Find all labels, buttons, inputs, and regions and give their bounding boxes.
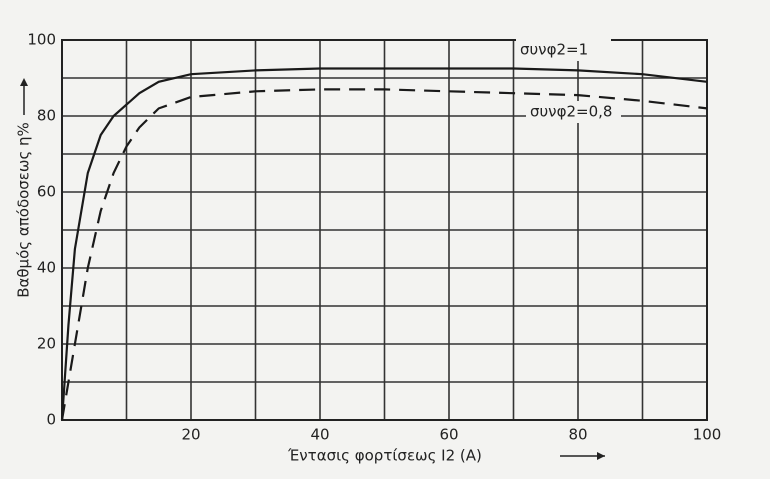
- y-tick-label: 80: [37, 107, 56, 125]
- x-tick-label: 60: [439, 426, 458, 444]
- legend-label: συνφ2=1: [520, 41, 588, 59]
- y-arrowhead: [20, 78, 28, 86]
- legend-bg: [526, 101, 621, 123]
- series-line: [60, 67, 708, 421]
- y-axis-label: Βαθμός απόδοσεως η%: [15, 122, 33, 298]
- y-tick-label: 40: [37, 259, 56, 277]
- legend-bg: [516, 39, 611, 61]
- x-tick-label: 80: [568, 426, 587, 444]
- x-axis-label: Έντασις φορτίσεως I2 (A): [287, 447, 482, 465]
- plot-frame: [61, 39, 708, 421]
- x-tick-label: 20: [181, 426, 200, 444]
- x-arrowhead: [597, 452, 605, 460]
- y-tick-label: 20: [37, 335, 56, 353]
- series-line: [60, 88, 708, 421]
- x-tick-label: 100: [693, 426, 722, 444]
- y-tick-label: 60: [37, 183, 56, 201]
- x-tick-label: 40: [310, 426, 329, 444]
- legend-label: συνφ2=0,8: [530, 103, 612, 121]
- y-tick-label: 100: [27, 31, 56, 49]
- y-tick-label: 0: [46, 411, 56, 429]
